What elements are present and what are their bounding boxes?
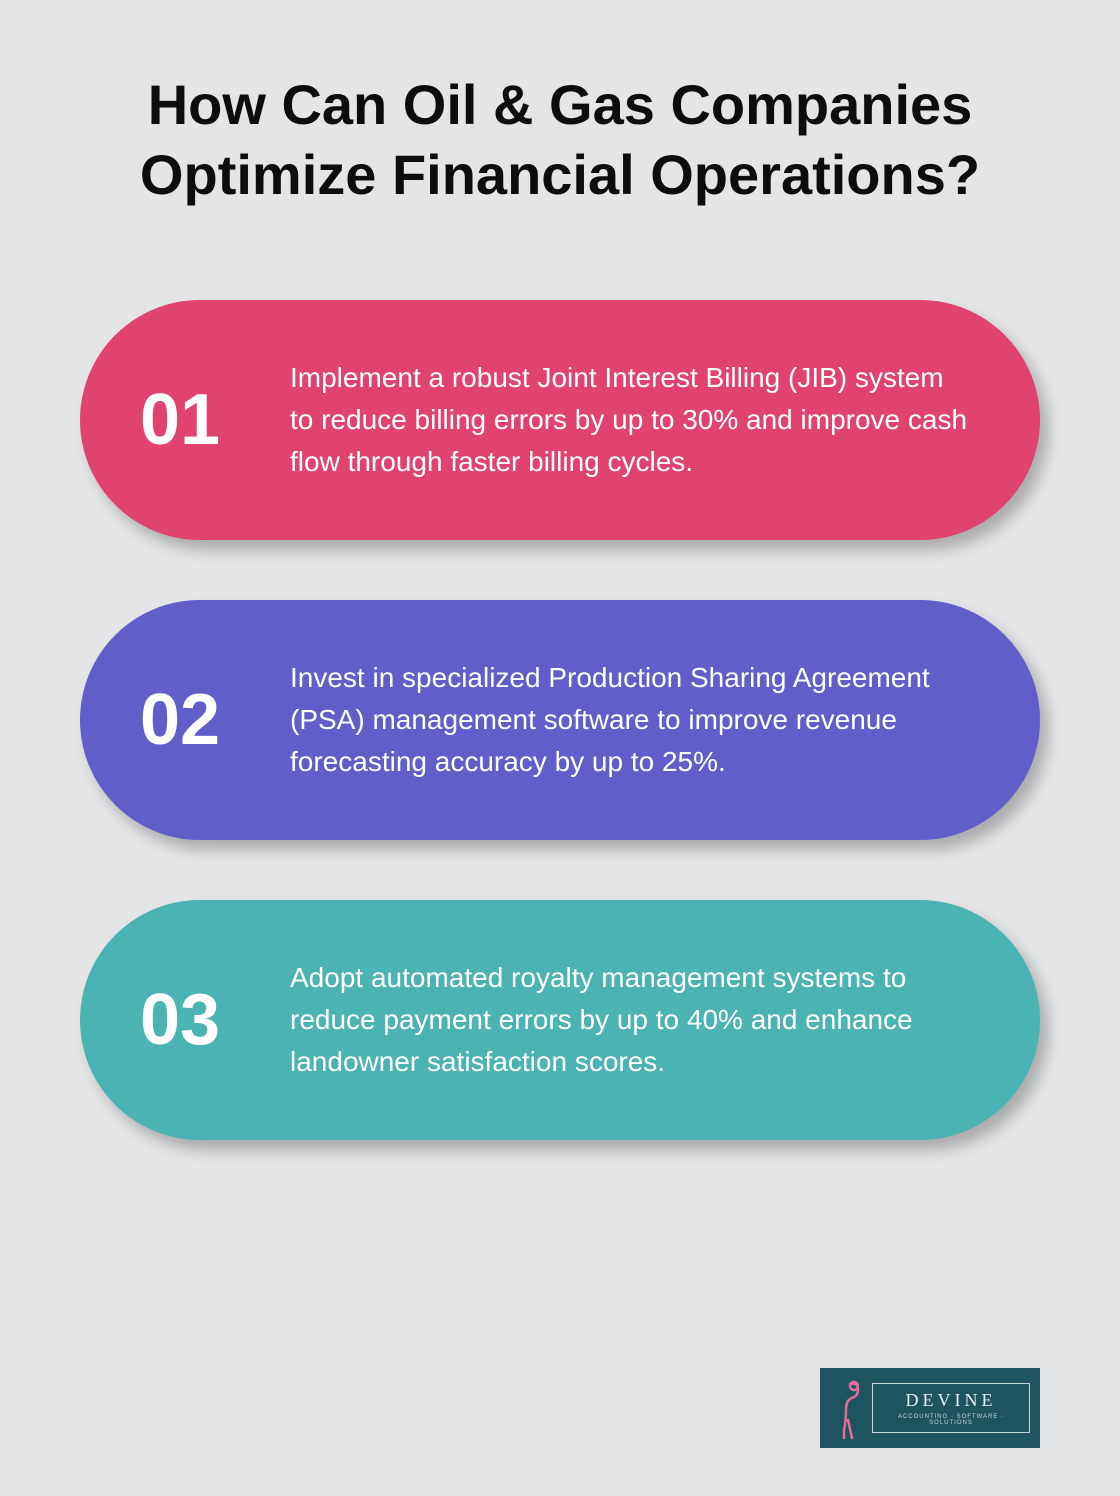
- tip-card-2: 02 Invest in specialized Production Shar…: [80, 600, 1040, 840]
- brand-logo: DEVINE ACCOUNTING · SOFTWARE · SOLUTIONS: [820, 1368, 1040, 1448]
- brand-text: DEVINE ACCOUNTING · SOFTWARE · SOLUTIONS: [872, 1383, 1030, 1433]
- tip-text: Implement a robust Joint Interest Billin…: [290, 357, 970, 483]
- tip-text: Adopt automated royalty management syste…: [290, 957, 970, 1083]
- page-title: How Can Oil & Gas Companies Optimize Fin…: [60, 70, 1060, 210]
- tip-number: 01: [140, 379, 290, 461]
- tip-card-1: 01 Implement a robust Joint Interest Bil…: [80, 300, 1040, 540]
- tip-number: 03: [140, 979, 290, 1061]
- tip-card-3: 03 Adopt automated royalty management sy…: [80, 900, 1040, 1140]
- tip-number: 02: [140, 679, 290, 761]
- tip-text: Invest in specialized Production Sharing…: [290, 657, 970, 783]
- flamingo-icon: [830, 1376, 866, 1440]
- brand-tagline: ACCOUNTING · SOFTWARE · SOLUTIONS: [881, 1414, 1021, 1426]
- brand-name: DEVINE: [881, 1390, 1021, 1411]
